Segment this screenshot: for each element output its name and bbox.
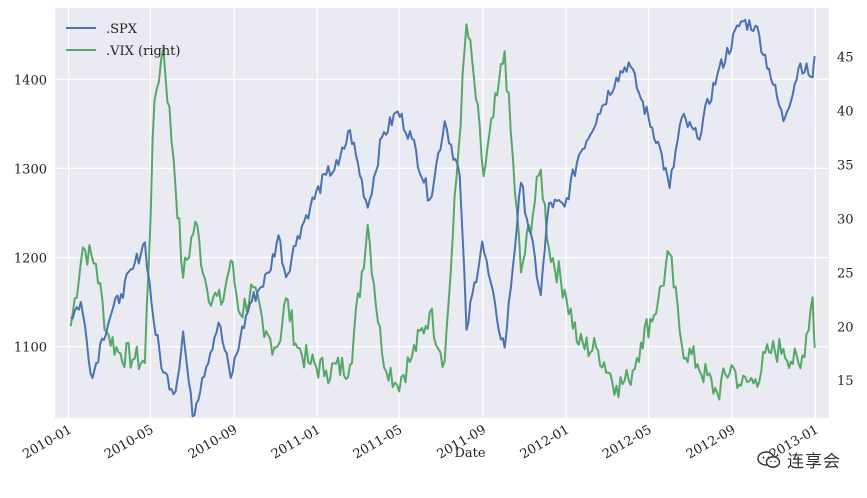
plot-area: [55, 8, 829, 418]
left-y-tick-label: 1300: [14, 162, 47, 177]
left-y-tick-label: 1100: [14, 341, 47, 356]
right-y-tick-label: 25: [837, 266, 854, 281]
x-tick-label: 2010-01: [20, 422, 74, 462]
x-tick-label: 2012-01: [518, 422, 572, 462]
right-y-tick-label: 20: [837, 320, 854, 335]
x-axis: 2010-01 2010-05 2010-09 2011-01 2011-05 2011-…: [20, 422, 821, 462]
right-y-axis: 15 20 25 30 35 40 45: [837, 51, 854, 390]
series-line-spx: [70, 18, 816, 418]
series-line-vix: [69, 23, 816, 401]
legend-label: .SPX: [106, 22, 138, 37]
left-y-tick-label: 1200: [14, 252, 47, 267]
left-y-axis: 1100 1200 1300 1400: [14, 73, 47, 355]
right-y-tick-label: 15: [837, 374, 854, 389]
x-tick-label: 2011-05: [351, 422, 405, 462]
x-tick-label: 2011-01: [269, 422, 323, 462]
legend: .SPX .VIX (right): [66, 22, 180, 59]
right-y-tick-label: 45: [837, 51, 854, 66]
watermark-text: 连享会: [787, 452, 841, 472]
x-tick-label: 2012-05: [600, 422, 654, 462]
watermark: 连享会: [757, 447, 841, 472]
wechat-icon: [757, 450, 781, 468]
x-tick-label: 2010-05: [102, 422, 156, 462]
x-tick-label: 2010-09: [186, 422, 240, 462]
x-axis-label: Date: [454, 446, 485, 461]
right-y-tick-label: 40: [837, 105, 854, 120]
right-y-tick-label: 35: [837, 158, 854, 173]
left-y-tick-label: 1400: [14, 73, 47, 88]
gridlines: [55, 8, 829, 418]
legend-label: .VIX (right): [106, 44, 180, 59]
right-y-tick-label: 30: [837, 212, 854, 227]
x-tick-label: 2012-09: [684, 422, 738, 462]
series-lines: [69, 18, 816, 418]
